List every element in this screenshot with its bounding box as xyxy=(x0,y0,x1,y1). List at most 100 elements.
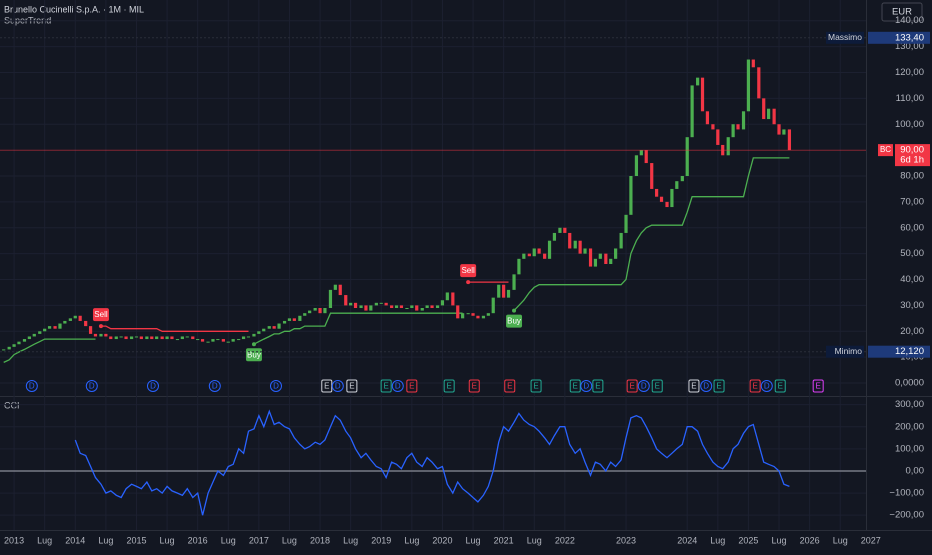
candle xyxy=(384,302,388,306)
candle xyxy=(782,129,786,135)
x-tick-label: 2016 xyxy=(188,535,208,545)
event-marker xyxy=(25,380,38,392)
low-name: Minimo xyxy=(835,346,863,356)
candle xyxy=(757,67,761,99)
x-tick-label: Lug xyxy=(404,535,419,545)
candle xyxy=(685,137,689,176)
candle xyxy=(619,232,623,249)
event-label: E xyxy=(816,382,821,391)
candle xyxy=(196,339,200,341)
event-label: D xyxy=(641,382,647,391)
candle xyxy=(486,313,490,316)
candle xyxy=(124,336,128,340)
label-bg xyxy=(826,31,864,44)
event-marker xyxy=(443,379,455,393)
event-marker xyxy=(85,380,98,392)
x-tick-label: Lug xyxy=(282,535,297,545)
y-tick-label: 140,00 xyxy=(895,15,924,26)
candle xyxy=(527,253,531,257)
x-tick-label: 2026 xyxy=(800,535,820,545)
candle xyxy=(298,315,302,321)
candle xyxy=(517,258,521,275)
candle xyxy=(165,336,169,340)
countdown: 6d 1h xyxy=(900,155,924,166)
event-marker xyxy=(331,380,344,392)
x-tick-label: Lug xyxy=(37,535,52,545)
candle xyxy=(237,339,241,341)
candle xyxy=(221,339,225,342)
event-marker xyxy=(760,380,773,392)
candle xyxy=(537,248,541,254)
x-tick-label: Lug xyxy=(771,535,786,545)
candle xyxy=(17,341,21,345)
candle xyxy=(573,240,577,249)
candle xyxy=(206,341,210,343)
candle xyxy=(506,289,511,298)
currency-button[interactable] xyxy=(881,2,923,22)
candle xyxy=(680,176,684,182)
candle xyxy=(604,253,608,264)
event-marker xyxy=(592,379,604,393)
candle xyxy=(746,59,751,112)
event-label: D xyxy=(150,382,156,391)
candle xyxy=(639,150,643,156)
x-tick-label: 2019 xyxy=(371,535,391,545)
y-tick-label: 110,00 xyxy=(896,93,924,104)
event-label: E xyxy=(349,382,354,391)
candle xyxy=(491,297,495,314)
candle xyxy=(659,196,664,202)
candle xyxy=(32,333,36,337)
candle xyxy=(598,253,602,259)
candle xyxy=(185,336,189,338)
x-tick-label: Lug xyxy=(527,535,542,545)
candle xyxy=(145,336,149,340)
event-label: E xyxy=(778,382,783,391)
y-tick-label: −200,00 xyxy=(889,510,924,521)
pane-title: CCI xyxy=(4,400,20,410)
y-tick-label: 130,00 xyxy=(895,41,924,52)
y-tick-label: 60,00 xyxy=(900,222,924,233)
event-marker xyxy=(651,379,663,393)
candle xyxy=(27,336,31,340)
event-marker xyxy=(812,379,824,393)
candle xyxy=(68,318,72,321)
candle xyxy=(78,315,82,321)
candle xyxy=(43,328,47,332)
candle xyxy=(497,284,501,298)
candle xyxy=(711,124,715,130)
candle xyxy=(415,305,419,311)
candle xyxy=(675,181,679,189)
currency[interactable]: EUR xyxy=(892,7,912,18)
candle xyxy=(226,341,230,343)
x-tick-label: Lug xyxy=(98,535,113,545)
candle xyxy=(2,349,6,351)
candle xyxy=(282,320,287,324)
supertrend-up xyxy=(3,157,790,363)
event-marker xyxy=(530,379,542,393)
candle xyxy=(629,176,633,215)
event-marker xyxy=(774,379,786,393)
candle xyxy=(58,323,62,329)
candle xyxy=(435,305,440,308)
y-tick-label: 70,00 xyxy=(900,196,924,207)
event-marker xyxy=(269,380,282,392)
signal-label: Buy xyxy=(507,317,521,326)
candle xyxy=(410,305,414,308)
candle xyxy=(405,308,409,309)
candle xyxy=(160,336,164,340)
candle xyxy=(170,336,174,340)
candle xyxy=(88,326,93,334)
event-label: D xyxy=(29,382,35,391)
event-label: D xyxy=(89,382,95,391)
event-label: D xyxy=(583,382,589,391)
event-marker xyxy=(406,379,418,393)
y-tick-label: 0,0000 xyxy=(895,378,924,389)
event-marker xyxy=(380,379,392,393)
event-marker xyxy=(713,379,725,393)
event-marker xyxy=(208,380,221,392)
y-tick-label: 120,00 xyxy=(895,67,924,78)
candle xyxy=(614,248,618,259)
x-tick-label: 2024 xyxy=(677,535,697,545)
y-tick-label: 20,00 xyxy=(900,326,924,337)
